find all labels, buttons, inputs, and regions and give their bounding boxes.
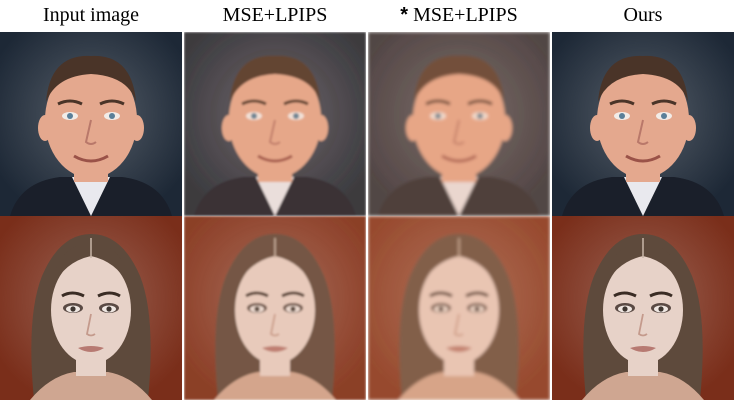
shoulders bbox=[30, 372, 152, 400]
hair-front bbox=[604, 242, 682, 288]
brow-right bbox=[649, 291, 673, 298]
hair bbox=[46, 55, 136, 102]
brow-right bbox=[99, 99, 125, 106]
tone-overlay bbox=[368, 216, 550, 400]
nose bbox=[636, 119, 649, 145]
brow-right bbox=[97, 291, 121, 298]
iris-right bbox=[661, 113, 667, 119]
iris-right bbox=[658, 306, 664, 312]
portrait-tile-man-suit-1 bbox=[0, 32, 182, 216]
asterisk-marker: * bbox=[400, 4, 409, 26]
col-title-star-mse-lpips: * MSE+LPIPS bbox=[400, 4, 518, 26]
tone-overlay bbox=[368, 32, 550, 216]
hair-front bbox=[52, 242, 130, 288]
portrait-tile-woman-long-hair-1 bbox=[0, 216, 182, 400]
brow-left bbox=[61, 291, 85, 298]
iris-left bbox=[622, 306, 628, 312]
brow-left bbox=[57, 99, 83, 106]
face bbox=[603, 256, 683, 364]
col-title-ours: Ours bbox=[623, 4, 663, 26]
shirt-collar bbox=[624, 177, 662, 216]
iris-left bbox=[619, 113, 625, 119]
shirt-collar bbox=[72, 177, 110, 216]
iris-right bbox=[106, 306, 112, 312]
lips bbox=[630, 346, 656, 352]
hair bbox=[598, 55, 688, 102]
iris-left bbox=[67, 113, 73, 119]
portrait-tile-woman-long-hair-2 bbox=[184, 216, 366, 400]
col-title-mse-lpips: MSE+LPIPS bbox=[222, 4, 328, 26]
portrait-tile-man-suit-4 bbox=[552, 32, 734, 216]
brow-left bbox=[609, 99, 635, 106]
iris-left bbox=[70, 306, 76, 312]
mouth bbox=[73, 154, 109, 163]
tone-overlay bbox=[184, 32, 366, 216]
brow-left bbox=[613, 291, 637, 298]
face bbox=[51, 256, 131, 364]
lips bbox=[78, 346, 104, 352]
nose bbox=[84, 119, 97, 145]
tone-overlay bbox=[184, 216, 366, 400]
nose bbox=[638, 313, 648, 337]
column-headers: Input image MSE+LPIPS * MSE+LPIPS Ours bbox=[0, 0, 734, 32]
mouth bbox=[625, 154, 661, 163]
portrait-tile-man-suit-3 bbox=[368, 32, 550, 216]
nose bbox=[86, 313, 96, 337]
shoulders bbox=[582, 372, 704, 400]
portrait-tile-woman-long-hair-3 bbox=[368, 216, 550, 400]
portrait-tile-man-suit-2 bbox=[184, 32, 366, 216]
col-title-input-image: Input image bbox=[42, 4, 140, 26]
brow-right bbox=[651, 99, 677, 106]
iris-right bbox=[109, 113, 115, 119]
portrait-tile-woman-long-hair-4 bbox=[552, 216, 734, 400]
